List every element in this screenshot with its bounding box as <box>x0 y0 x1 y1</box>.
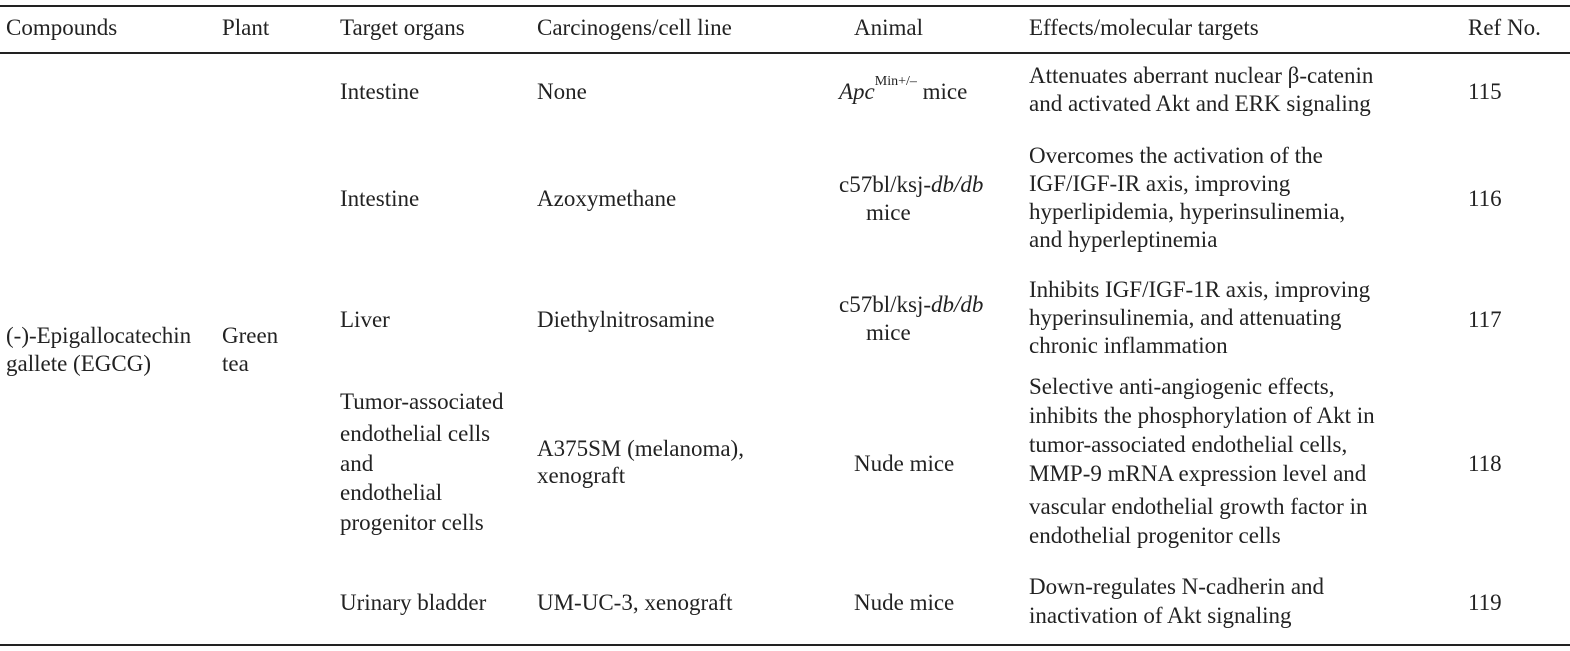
row5-animal: Nude mice <box>854 590 955 615</box>
row5-effect-line2: inactivation of Akt signaling <box>1029 603 1292 628</box>
row5-carcinogen: UM-UC-3, xenograft <box>537 590 733 615</box>
row2-target-organ: Intestine <box>340 186 420 211</box>
row4-target-organ-line3: and <box>340 451 374 476</box>
plant-name-line1: Green <box>222 323 279 348</box>
header-carcinogens-cell-line: Carcinogens/cell line <box>537 15 732 40</box>
header-effects: Effects/molecular targets <box>1029 15 1259 40</box>
row2-effect-line2: IGF/IGF-IR axis, improving <box>1029 171 1291 196</box>
row2-effect-line1: Overcomes the activation of the <box>1029 143 1323 168</box>
row4-carcinogen-line2: xenograft <box>537 463 626 488</box>
row1-animal: ApcMin+/– mice <box>839 74 968 105</box>
row4-carcinogen-line1: A375SM (melanoma), <box>537 436 744 461</box>
row1-carcinogen: None <box>537 79 587 104</box>
row3-effect-line2: hyperinsulinemia, and attenuating <box>1029 305 1342 330</box>
row1-effect-line1: Attenuates aberrant nuclear β-catenin <box>1029 63 1374 88</box>
row2-effect-line4: and hyperleptinemia <box>1029 227 1218 252</box>
row3-animal-line1: c57bl/ksj-db/db <box>839 292 984 317</box>
header-target-organs: Target organs <box>340 15 465 40</box>
row3-target-organ: Liver <box>340 307 390 332</box>
row4-effect-line5: vascular endothelial growth factor in <box>1029 494 1368 519</box>
table-top-rule <box>0 5 1570 7</box>
row5-target-organ: Urinary bladder <box>340 590 487 615</box>
row3-effect-line1: Inhibits IGF/IGF-1R axis, improving <box>1029 277 1371 302</box>
row4-target-organ-line1: Tumor-associated <box>340 389 504 414</box>
row5-effect-line1: Down-regulates N-cadherin and <box>1029 574 1325 599</box>
row5-ref: 119 <box>1468 590 1502 615</box>
row3-ref: 117 <box>1468 307 1502 332</box>
row3-effect-line3: chronic inflammation <box>1029 333 1228 358</box>
row4-effect-line4: MMP-9 mRNA expression level and <box>1029 461 1367 486</box>
row3-animal-line2: mice <box>866 320 911 345</box>
header-compounds: Compounds <box>6 15 118 40</box>
row4-target-organ-line2: endothelial cells <box>340 421 491 446</box>
header-plant: Plant <box>222 15 270 40</box>
row2-animal-line1: c57bl/ksj-db/db <box>839 172 984 197</box>
table-bottom-rule <box>0 644 1570 646</box>
row2-effect-line3: hyperlipidemia, hyperinsulinemia, <box>1029 199 1346 224</box>
row4-effect-line6: endothelial progenitor cells <box>1029 523 1281 548</box>
row1-ref: 115 <box>1468 79 1502 104</box>
compound-name-line1: (-)-Epigallocatechin <box>6 323 192 348</box>
row2-carcinogen: Azoxymethane <box>537 186 677 211</box>
row2-animal-line2: mice <box>866 200 911 225</box>
row4-ref: 118 <box>1468 451 1502 476</box>
row1-effect-line2: and activated Akt and ERK signaling <box>1029 91 1371 116</box>
row1-target-organ: Intestine <box>340 79 420 104</box>
row4-effect-line1: Selective anti-angiogenic effects, <box>1029 374 1335 399</box>
header-animal: Animal <box>854 15 923 40</box>
row4-effect-line2: inhibits the phosphorylation of Akt in <box>1029 403 1375 428</box>
row4-effect-line3: tumor-associated endothelial cells, <box>1029 432 1348 457</box>
row3-carcinogen: Diethylnitrosamine <box>537 307 715 332</box>
row2-ref: 116 <box>1468 186 1502 211</box>
header-ref-no: Ref No. <box>1468 15 1541 40</box>
header-bottom-rule <box>0 52 1570 54</box>
row4-target-organ-line4: endothelial <box>340 480 443 505</box>
plant-name-line2: tea <box>222 351 249 376</box>
compound-name-line2: gallete (EGCG) <box>6 351 151 376</box>
row4-target-organ-line5: progenitor cells <box>340 510 484 535</box>
row4-animal: Nude mice <box>854 451 955 476</box>
